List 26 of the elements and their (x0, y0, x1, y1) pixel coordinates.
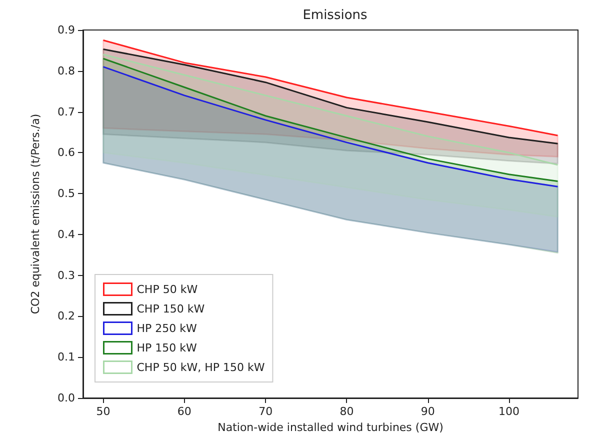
y-tick-label: 0.5 (58, 187, 75, 200)
y-tick-label: 0.7 (58, 105, 75, 118)
line-series (102, 39, 558, 136)
x-tick-label: 70 (258, 405, 273, 418)
y-tick-label: 0.3 (58, 268, 75, 282)
legend-label: CHP 50 kW (136, 282, 198, 296)
line-series (102, 48, 558, 144)
y-tick-label: 0.0 (58, 392, 75, 404)
y-tick-label: 0.9 (58, 24, 75, 36)
legend-label: HP 150 kW (136, 341, 198, 354)
y-tick-label: 0.4 (58, 228, 75, 241)
y-axis-title: CO2 equivalent emissions (t/Pers./a) (29, 114, 42, 314)
legend-label: CHP 150 kW (136, 302, 205, 316)
chart-title: Emissions (302, 8, 368, 23)
legend-label: CHP 50 kW, HP 150 kW (136, 360, 265, 374)
x-tick-label: 90 (420, 405, 435, 418)
x-axis-title: Nation-wide installed wind turbines (GW) (218, 421, 444, 434)
y-tick-label: 0.1 (58, 350, 75, 364)
x-tick-label: 80 (340, 405, 354, 418)
y-tick-label: 0.2 (58, 310, 75, 323)
x-tick-label: 100 (498, 405, 520, 418)
x-tick-label: 50 (96, 405, 110, 418)
legend-label: HP 250 kW (136, 322, 198, 335)
x-tick-label: 60 (177, 405, 192, 418)
y-tick-label: 0.6 (58, 146, 75, 160)
y-tick-label: 0.8 (58, 64, 75, 78)
